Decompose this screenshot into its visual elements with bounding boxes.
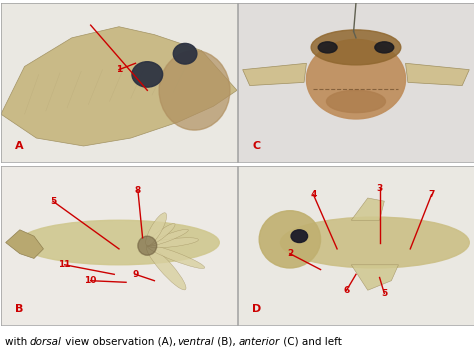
Ellipse shape — [173, 44, 197, 64]
Ellipse shape — [375, 42, 394, 53]
Ellipse shape — [159, 51, 230, 130]
Polygon shape — [351, 265, 399, 290]
Ellipse shape — [259, 211, 320, 268]
Text: 6: 6 — [343, 286, 350, 295]
Ellipse shape — [281, 217, 469, 268]
Text: B: B — [15, 304, 24, 314]
Polygon shape — [406, 63, 469, 86]
Text: 8: 8 — [135, 186, 141, 195]
Ellipse shape — [311, 30, 401, 65]
Ellipse shape — [147, 238, 199, 248]
Text: 11: 11 — [58, 260, 71, 269]
Text: (C) and left: (C) and left — [280, 337, 345, 347]
Text: dorsal: dorsal — [30, 337, 62, 347]
Text: (B),: (B), — [214, 337, 239, 347]
Ellipse shape — [291, 230, 308, 242]
Text: anterior: anterior — [239, 337, 280, 347]
Ellipse shape — [146, 246, 186, 290]
Ellipse shape — [147, 223, 175, 246]
Polygon shape — [243, 63, 306, 86]
Ellipse shape — [147, 229, 188, 246]
Text: 5: 5 — [381, 289, 387, 298]
Ellipse shape — [327, 90, 385, 112]
Text: A: A — [15, 141, 24, 151]
Ellipse shape — [318, 42, 337, 53]
Polygon shape — [6, 230, 44, 258]
Text: 9: 9 — [132, 270, 139, 279]
Ellipse shape — [147, 245, 205, 268]
Text: 2: 2 — [287, 249, 293, 258]
Text: 7: 7 — [428, 190, 435, 199]
Polygon shape — [1, 27, 237, 146]
Ellipse shape — [132, 62, 163, 87]
Text: with: with — [5, 337, 30, 347]
Ellipse shape — [146, 213, 167, 246]
Text: 4: 4 — [310, 190, 317, 199]
Text: ventral: ventral — [178, 337, 215, 347]
Text: 5: 5 — [50, 197, 56, 206]
Ellipse shape — [306, 39, 406, 119]
Text: 10: 10 — [84, 276, 97, 285]
Text: view observation (A),: view observation (A), — [62, 337, 179, 347]
Polygon shape — [351, 198, 384, 220]
Text: C: C — [252, 141, 260, 151]
Text: 3: 3 — [376, 184, 383, 193]
Ellipse shape — [138, 236, 157, 255]
Text: 1: 1 — [116, 65, 122, 74]
Text: D: D — [252, 304, 261, 314]
Ellipse shape — [18, 220, 219, 265]
